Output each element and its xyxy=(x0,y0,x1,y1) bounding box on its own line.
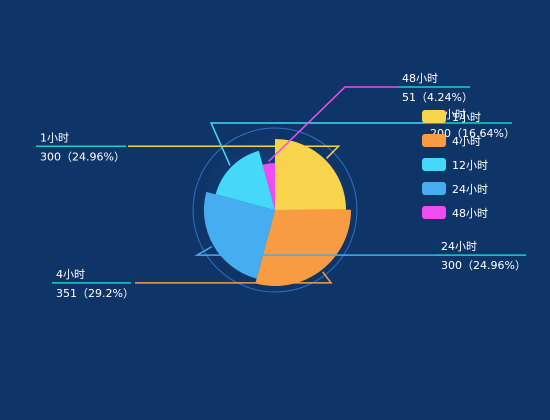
leader-line-1小时 xyxy=(128,145,341,159)
label-value-12小时: 200（16.64%） xyxy=(430,127,515,140)
slice-12小时[interactable] xyxy=(215,150,275,210)
outer-ring xyxy=(192,127,358,293)
label-name-4小时: 4小时 xyxy=(56,268,85,281)
legend-label-48小时[interactable]: 48小时 xyxy=(452,207,488,220)
slice-48小时[interactable] xyxy=(262,163,275,210)
leader-lines-group xyxy=(36,86,526,284)
legend-label-12小时[interactable]: 12小时 xyxy=(452,159,488,172)
leader-line-24小时 xyxy=(194,245,438,256)
label-value-48小时: 51（4.24%） xyxy=(402,91,473,104)
slices-group xyxy=(203,138,352,287)
legend-swatch-24小时[interactable] xyxy=(422,182,446,195)
label-value-1小时: 300（24.96%） xyxy=(40,150,125,163)
legend-swatch-4小时[interactable] xyxy=(422,134,446,147)
label-name-24小时: 24小时 xyxy=(441,240,477,253)
label-name-48小时: 48小时 xyxy=(402,72,438,85)
leader-line-4小时 xyxy=(135,271,333,284)
leader-line-48小时 xyxy=(267,86,398,163)
legend-label-24小时[interactable]: 24小时 xyxy=(452,183,488,196)
legend-swatch-48小时[interactable] xyxy=(422,206,446,219)
legend-swatch-12小时[interactable] xyxy=(422,158,446,171)
slice-24小时[interactable] xyxy=(203,191,275,279)
label-name-1小时: 1小时 xyxy=(40,131,69,144)
legend-label-1小时[interactable]: 1小时 xyxy=(452,111,481,124)
legend-swatch-1小时[interactable] xyxy=(422,110,446,123)
leader-line-12小时 xyxy=(209,122,425,166)
label-value-24小时: 300（24.96%） xyxy=(441,259,526,272)
slice-1小时[interactable] xyxy=(275,138,347,210)
slice-4小时[interactable] xyxy=(255,209,352,287)
label-value-4小时: 351（29.2%） xyxy=(56,287,134,300)
legend: 1小时 4小时 12小时 24小时 48小时 xyxy=(422,110,488,220)
legend-label-4小时[interactable]: 4小时 xyxy=(452,135,481,148)
